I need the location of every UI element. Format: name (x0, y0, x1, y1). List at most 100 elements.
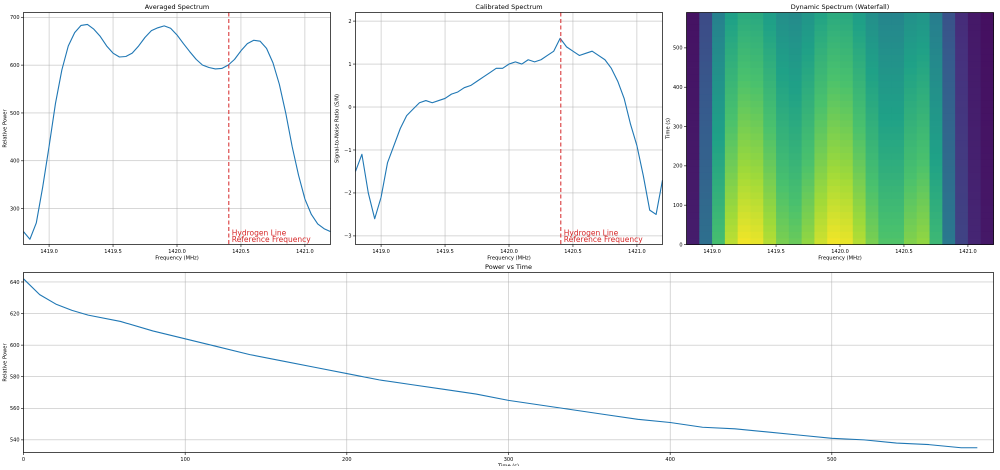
y-tick-label: 580 (10, 375, 20, 381)
heatmap-cell (827, 166, 840, 173)
heatmap-cell (878, 127, 891, 134)
heatmap-cell (687, 100, 700, 107)
heatmap-cell (814, 68, 827, 75)
heatmap-cell (712, 120, 725, 127)
heatmap-cell (802, 68, 815, 75)
heatmap-cell (776, 218, 789, 225)
heatmap-cell (712, 231, 725, 238)
heatmap-cell (814, 127, 827, 134)
heatmap-cell (725, 107, 738, 114)
heatmap-cell (763, 159, 776, 166)
heatmap-cell (763, 166, 776, 173)
heatmap-cell (827, 218, 840, 225)
heatmap-cell (930, 107, 943, 114)
heatmap-cell (904, 192, 917, 199)
heatmap-cell (930, 238, 943, 245)
heatmap-cell (866, 133, 879, 140)
heatmap-cell (981, 68, 994, 75)
heatmap-cell (904, 179, 917, 186)
heatmap-cell (878, 192, 891, 199)
x-tick-label: 0 (22, 457, 25, 463)
heatmap-cell (930, 94, 943, 101)
heatmap-cell (738, 172, 751, 179)
heatmap-cell (687, 54, 700, 61)
y-tick-label: 400 (10, 159, 20, 165)
heatmap-cell (904, 218, 917, 225)
heatmap-cell (930, 186, 943, 193)
heatmap-cell (827, 48, 840, 55)
heatmap-cell (725, 218, 738, 225)
heatmap-cell (917, 36, 930, 42)
heatmap-cell (853, 120, 866, 127)
heatmap-cell (789, 238, 802, 245)
heatmap-cell (802, 81, 815, 88)
heatmap-cell (840, 36, 853, 42)
heatmap-cell (827, 179, 840, 186)
heatmap-cell (712, 166, 725, 173)
heatmap-cell (699, 54, 712, 61)
heatmap-cell (878, 231, 891, 238)
heatmap-cell (930, 100, 943, 107)
x-tick-label: 1419.0 (703, 249, 721, 255)
heatmap-cell (776, 133, 789, 140)
heatmap-cell (968, 94, 981, 101)
heatmap-cell (904, 94, 917, 101)
heatmap-cell (712, 24, 725, 30)
heatmap-cell (866, 192, 879, 199)
heatmap-cell (942, 159, 955, 166)
heatmap-cell (930, 30, 943, 36)
heatmap-cell (699, 166, 712, 173)
heatmap-cell (968, 54, 981, 61)
heatmap-cell (802, 113, 815, 120)
heatmap-cell (763, 113, 776, 120)
heatmap-cell (942, 48, 955, 55)
x-tick-label: 1420.0 (500, 249, 518, 255)
heatmap-cell (904, 74, 917, 81)
heatmap-cell (725, 42, 738, 48)
heatmap-cell (840, 120, 853, 127)
heatmap-cell (917, 231, 930, 238)
heatmap-cell (878, 68, 891, 75)
heatmap-cell (853, 36, 866, 42)
heatmap-cell (827, 87, 840, 94)
heatmap-cell (802, 36, 815, 42)
heatmap-cell (917, 54, 930, 61)
heatmap-cell (763, 61, 776, 68)
heatmap-cell (738, 159, 751, 166)
heatmap-cell (750, 192, 763, 199)
heatmap-cell (712, 113, 725, 120)
heatmap-cell (840, 87, 853, 94)
heatmap-cell (891, 133, 904, 140)
heatmap-cell (955, 61, 968, 68)
y-tick-label: 560 (10, 406, 20, 412)
heatmap-cell (789, 186, 802, 193)
y-axis-label: Relative Power (3, 343, 9, 382)
heatmap-cell (968, 192, 981, 199)
heatmap-cell (955, 159, 968, 166)
heatmap-cell (738, 54, 751, 61)
x-tick-label: 1419.5 (104, 249, 122, 255)
heatmap-cell (904, 13, 917, 19)
heatmap-cell (891, 205, 904, 212)
heatmap-cell (712, 54, 725, 61)
heatmap-cell (725, 94, 738, 101)
heatmap-cell (827, 113, 840, 120)
heatmap-cell (789, 172, 802, 179)
heatmap-cell (968, 42, 981, 48)
heatmap-cell (738, 199, 751, 206)
heatmap-cell (827, 186, 840, 193)
heatmap-cell (866, 18, 879, 24)
heatmap-cell (789, 61, 802, 68)
heatmap-cell (814, 212, 827, 219)
heatmap-cell (878, 87, 891, 94)
heatmap-cell (878, 61, 891, 68)
heatmap-cell (776, 120, 789, 127)
heatmap-cell (699, 94, 712, 101)
heatmap-cell (802, 212, 815, 219)
heatmap-cell (942, 120, 955, 127)
heatmap-cell (955, 94, 968, 101)
heatmap-cell (840, 205, 853, 212)
heatmap-cell (827, 212, 840, 219)
heatmap-cell (917, 100, 930, 107)
heatmap-cell (725, 120, 738, 127)
